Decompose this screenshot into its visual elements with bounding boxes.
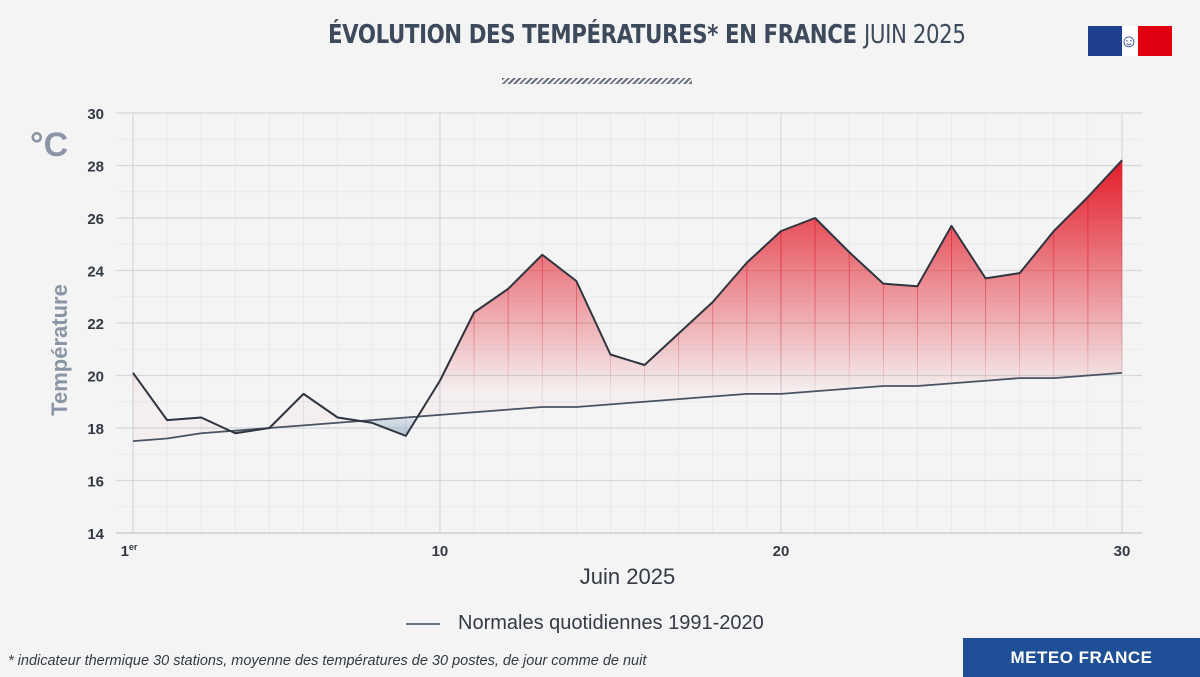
above-normal-area: [951, 224, 986, 384]
legend-normals-label: Normales quotidiennes 1991-2020: [458, 612, 764, 634]
x-axis-ticks: 1er 10 20 30: [121, 542, 1131, 560]
marianne-icon: ☺: [1119, 31, 1139, 51]
chart-title-main: ÉVOLUTION DES TEMPÉRATURES* EN FRANCE: [327, 20, 857, 50]
temperature-line: [132, 159, 1123, 437]
above-normal-area: [644, 332, 679, 403]
x-tick-label-superscript: er: [129, 542, 138, 552]
x-tick-label: 30: [1114, 543, 1131, 560]
legend-normals-swatch: [406, 622, 440, 625]
title-underline-decoration: [502, 78, 692, 84]
x-tick-label: 10: [432, 543, 449, 560]
above-normal-area: [780, 217, 816, 395]
y-tick-label: 14: [87, 526, 104, 543]
y-tick-label: 24: [87, 264, 104, 281]
y-tick-label: 30: [87, 106, 104, 123]
x-tick-label: 1er: [121, 542, 138, 560]
republique-francaise-logo: ☺: [1088, 26, 1172, 56]
x-tick-label: 20: [773, 543, 790, 560]
normals-line: [132, 371, 1123, 443]
above-normal-area: [507, 254, 543, 410]
series-lines: [132, 159, 1123, 443]
chart-title: ÉVOLUTION DES TEMPÉRATURES* EN FRANCE JU…: [0, 20, 1200, 50]
above-normal-area: [746, 230, 782, 395]
y-tick-label: 26: [87, 211, 104, 228]
minor-grid: [116, 113, 1142, 533]
footnote: * indicateur thermique 30 stations, moye…: [8, 653, 647, 669]
above-normal-area: [1053, 196, 1089, 379]
legend: Normales quotidiennes 1991-2020: [406, 612, 764, 635]
above-normal-area: [882, 283, 918, 387]
above-normal-area: [985, 272, 1020, 382]
y-tick-label: 20: [87, 369, 104, 386]
y-tick-label: 18: [87, 421, 104, 438]
chart-title-period: JUIN 2025: [864, 20, 966, 50]
above-normal-area: [610, 354, 645, 405]
above-normal-area: [848, 251, 884, 389]
above-normal-area: [473, 288, 509, 413]
y-tick-label: 16: [87, 474, 104, 491]
above-normal-area: [132, 371, 168, 442]
x-axis-label: Juin 2025: [579, 564, 676, 589]
meteo-france-logo: METEO FRANCE: [963, 638, 1200, 677]
y-axis-unit: °C: [30, 126, 69, 164]
y-tick-label: 22: [87, 316, 104, 333]
above-normal-area: [917, 224, 952, 387]
y-axis-ticks: 14 16 18 20 22 24 26 28 30: [87, 106, 104, 543]
y-tick-label: 28: [87, 159, 104, 176]
above-normal-area: [439, 312, 475, 416]
anomaly-fills: [132, 159, 1123, 442]
